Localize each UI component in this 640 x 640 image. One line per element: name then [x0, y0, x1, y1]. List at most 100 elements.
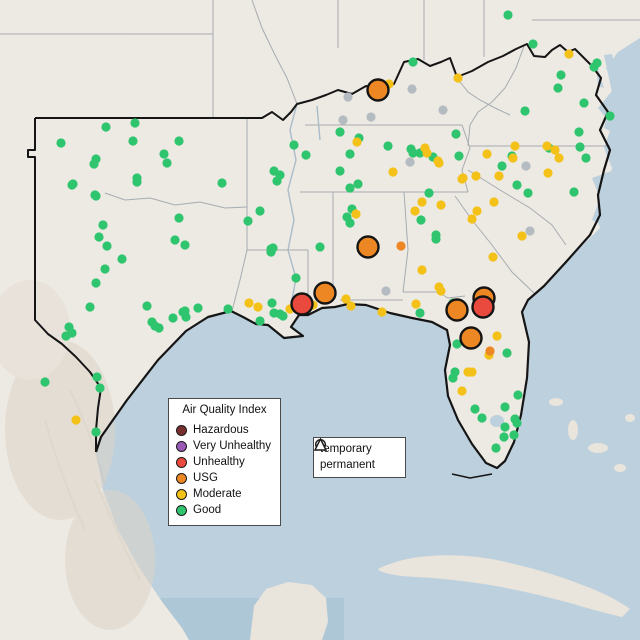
station-good — [579, 98, 589, 108]
station-good — [90, 190, 100, 200]
station-good — [180, 306, 190, 316]
station-moderate — [542, 141, 552, 151]
station-moderate — [346, 301, 356, 311]
station-good — [528, 39, 538, 49]
aqi-legend-label: Hazardous — [193, 424, 249, 436]
station-good — [85, 302, 95, 312]
station-good — [509, 430, 519, 440]
station-usg — [485, 346, 495, 356]
station-moderate — [434, 158, 444, 168]
shape-legend-item-temporary: temporary — [314, 438, 399, 457]
station-good — [499, 432, 509, 442]
station-moderate — [458, 173, 468, 183]
station-good — [162, 158, 172, 168]
station-moderate — [71, 415, 81, 425]
shape-legend: temporary permanent — [313, 437, 406, 478]
shape-legend-label: permanent — [320, 459, 375, 471]
station-good — [592, 58, 602, 68]
station-good — [291, 273, 301, 283]
station-moderate — [377, 307, 387, 317]
station-good — [56, 138, 66, 148]
station-good — [101, 122, 111, 132]
station-moderate — [436, 286, 446, 296]
station-missing — [338, 115, 348, 125]
station-good — [553, 83, 563, 93]
station-good — [193, 303, 203, 313]
station-missing — [405, 157, 415, 167]
event-marker-usg — [366, 78, 390, 102]
station-moderate — [550, 145, 560, 155]
station-good — [345, 149, 355, 159]
station-good — [67, 180, 77, 190]
station-good — [268, 243, 278, 253]
station-moderate — [510, 141, 520, 151]
station-moderate — [492, 331, 502, 341]
station-good — [243, 216, 253, 226]
station-good — [408, 57, 418, 67]
shape-legend-item-permanent: permanent — [314, 438, 399, 473]
station-good — [556, 70, 566, 80]
station-missing — [521, 161, 531, 171]
aqi-legend-label: USG — [193, 472, 218, 484]
station-good — [452, 339, 462, 349]
shape-legend-items: temporary permanent — [314, 438, 399, 473]
event-marker-usg — [459, 326, 483, 350]
station-good — [424, 188, 434, 198]
land-yucatan — [250, 582, 328, 640]
event-marker-unhealthy — [290, 292, 314, 316]
event-marker-usg — [356, 235, 380, 259]
station-markers-layer — [40, 10, 615, 453]
station-good — [408, 148, 418, 158]
station-missing — [381, 286, 391, 296]
station-good — [91, 427, 101, 437]
station-moderate — [436, 200, 446, 210]
station-moderate — [564, 49, 574, 59]
station-good — [512, 418, 522, 428]
station-good — [502, 348, 512, 358]
state-borders — [0, 0, 640, 315]
station-good — [255, 206, 265, 216]
station-moderate — [482, 149, 492, 159]
station-moderate — [543, 168, 553, 178]
station-good — [159, 149, 169, 159]
aqi-legend-items: Hazardous Very Unhealthy Unhealthy USG Moder… — [176, 423, 273, 518]
station-good — [174, 136, 184, 146]
very_unhealthy-swatch-icon — [176, 441, 187, 452]
event-marker-unhealthy — [471, 295, 495, 319]
station-good — [289, 140, 299, 150]
station-moderate — [253, 302, 263, 312]
station-good — [180, 240, 190, 250]
station-moderate — [508, 153, 518, 163]
station-good — [520, 106, 530, 116]
station-moderate — [410, 206, 420, 216]
station-good — [255, 316, 265, 326]
station-good — [301, 150, 311, 160]
station-usg — [396, 241, 406, 251]
station-good — [500, 422, 510, 432]
station-missing — [525, 226, 535, 236]
event-marker-usg — [445, 298, 469, 322]
station-good — [278, 311, 288, 321]
land-bahamas — [549, 398, 635, 472]
station-missing — [366, 112, 376, 122]
station-moderate — [244, 298, 254, 308]
station-moderate — [352, 137, 362, 147]
region-outline — [27, 43, 612, 479]
station-good — [491, 443, 501, 453]
station-moderate — [488, 252, 498, 262]
station-good — [500, 402, 510, 412]
station-moderate — [453, 73, 463, 83]
station-good — [512, 180, 522, 190]
station-missing — [438, 105, 448, 115]
station-moderate — [422, 148, 432, 158]
station-good — [128, 136, 138, 146]
station-good — [102, 241, 112, 251]
aqi-legend-label: Moderate — [193, 488, 242, 500]
aqi-legend-item-unhealthy: Unhealthy — [176, 455, 273, 470]
aqi-legend-item-very_unhealthy: Very Unhealthy — [176, 439, 273, 454]
rivers — [287, 103, 321, 316]
usg-swatch-icon — [176, 473, 187, 484]
station-moderate — [554, 153, 564, 163]
station-moderate — [411, 299, 421, 309]
